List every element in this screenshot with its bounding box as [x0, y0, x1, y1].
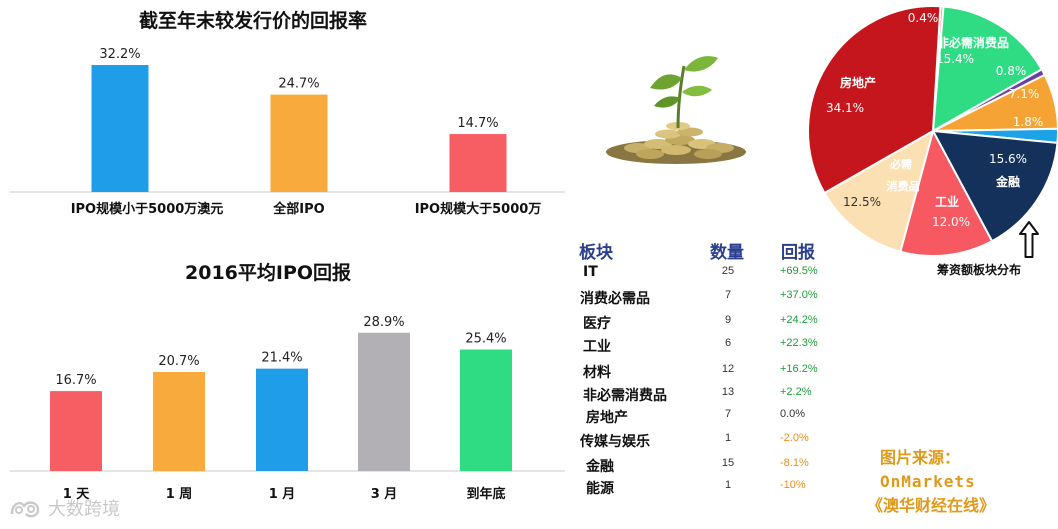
pie-slice-6 [931, 129, 1058, 243]
watermark-logo-icon [10, 501, 40, 518]
pie-slice-name-8-b: 消费品 [887, 179, 920, 193]
top-chart-category-label-2: 全部IPO [272, 201, 324, 217]
pie-slice-name-6: 金融 [995, 174, 1020, 189]
pie-slice-name-9: 房地产 [840, 75, 876, 90]
table-header-sector: 板块 [579, 243, 613, 263]
pie-slice-label-8: 12.5% [843, 195, 881, 209]
table-row-sector: 房地产 [586, 410, 628, 426]
pie-slice-label-4: 7.1% [1009, 87, 1040, 101]
top-chart-title: 截至年末较发行价的回报率 [139, 10, 368, 32]
table-row-return: +2.2% [780, 386, 812, 398]
top-chart-bar-3 [449, 134, 507, 192]
bottom-chart-category-label-2: 1 周 [166, 487, 193, 502]
bottom-chart-value-label-4: 28.9% [363, 315, 404, 330]
source-line-3: 《澳华财经在线》 [867, 496, 996, 515]
table-row-return: +24.2% [780, 314, 818, 326]
pie-slice-label-1: 0.4% [908, 11, 939, 25]
bottom-chart-bar-3 [256, 368, 308, 471]
table-row-sector: 工业 [583, 339, 611, 355]
table-row-return: -10% [780, 479, 806, 491]
pie-slice-label-6: 15.6% [989, 152, 1027, 166]
bottom-chart-category-label-1: 1 天 [63, 487, 91, 502]
table-header-count: 数量 [710, 243, 744, 263]
table-row-count: 6 [724, 337, 732, 349]
top-bar-chart: 32.2% IPO规模小于5000万澳元 24.7% 全部IPO 14.7% IPO规模大… [10, 47, 565, 217]
bottom-chart-value-label-2: 20.7% [158, 354, 199, 369]
top-chart-value-label-3: 14.7% [457, 116, 498, 131]
up-arrow-icon [1019, 221, 1039, 258]
bottom-chart-value-label-3: 21.4% [261, 351, 302, 366]
top-chart-category-label-1: IPO规模小于5000万澳元 [71, 201, 224, 217]
table-row-sector: 非必需消费品 [583, 388, 667, 404]
table-row-sector: 传媒与娱乐 [580, 434, 650, 450]
bottom-chart-bar-5 [460, 349, 512, 471]
bottom-chart-category-label-3: 1 月 [269, 487, 296, 502]
bottom-chart-category-label-5: 到年底 [466, 486, 505, 502]
source-line-2: OnMarkets [880, 472, 976, 491]
top-chart-value-label-2: 24.7% [278, 77, 319, 92]
pie-slice-label-7: 12.0% [932, 215, 970, 229]
pie-slice-name-8: 必需 [889, 157, 912, 171]
bottom-chart-title: 2016平均IPO回报 [185, 262, 352, 284]
bottom-chart-bar-2 [153, 371, 205, 471]
bottom-chart-value-label-5: 25.4% [465, 332, 506, 347]
table-row-return: 0.0% [780, 408, 806, 420]
pie-slice-2 [931, 5, 1044, 133]
pie-slice-9 [807, 5, 942, 195]
coin-pile [606, 122, 746, 164]
pie-slice-label-3: 0.8% [996, 64, 1027, 78]
table-row-return: -8.1% [780, 457, 809, 469]
table-row-return: -2.0% [780, 432, 809, 444]
pie-slice-name-7: 工业 [935, 194, 959, 209]
pie-slice-7 [899, 128, 994, 257]
table-row-sector: IT [583, 264, 598, 280]
pie-slice-label-2: 15.4% [936, 52, 974, 66]
table-row-return: +22.3% [780, 337, 818, 349]
pie-slice-8 [823, 128, 935, 253]
table-row-sector: 能源 [586, 481, 614, 497]
table-row-return: +69.5% [780, 265, 818, 277]
table-row-return: +16.2% [780, 363, 818, 375]
watermark: 大数跨境 [8, 495, 120, 521]
sprout [650, 56, 718, 129]
bottom-bar-chart: 16.7% 1 天 20.7% 1 周 21.4% 1 月 28.9% 3 月 25.4% 到年底 [10, 315, 565, 502]
bottom-chart-category-label-4: 3 月 [371, 487, 398, 502]
table-row-sector: 材料 [583, 365, 611, 381]
watermark-text: 大数跨境 [48, 499, 120, 520]
table-row-count: 25 [721, 265, 735, 277]
table-row-count: 7 [724, 289, 732, 301]
pie-slice-label-9: 34.1% [826, 101, 864, 115]
table-header-return: 回报 [781, 243, 815, 263]
table-row-count: 1 [724, 432, 732, 444]
pie-slice-label-5: 1.8% [1013, 115, 1044, 129]
pie-caption: 筹资额板块分布 [937, 263, 1022, 277]
top-chart-category-label-3: IPO规模大于5000万 [415, 201, 542, 217]
top-chart-bar-1 [91, 65, 149, 192]
source-line-1: 图片来源： [880, 448, 961, 467]
table-row-sector: 金融 [586, 459, 614, 475]
table-row-count: 9 [724, 314, 732, 326]
bottom-chart-bar-1 [50, 391, 102, 471]
table-row-count: 7 [724, 408, 732, 420]
plant-on-coins-icon [606, 56, 746, 164]
bottom-chart-value-label-1: 16.7% [55, 373, 96, 388]
top-chart-bar-2 [270, 94, 328, 192]
table-row-count: 13 [721, 386, 735, 398]
bottom-chart-bar-4 [358, 332, 410, 471]
table-row-count: 15 [721, 457, 735, 469]
table-row-count: 12 [721, 363, 735, 375]
top-chart-value-label-1: 32.2% [99, 47, 140, 62]
table-row-sector: 消费必需品 [580, 291, 650, 307]
pie-slice-name-2: 非必需消费品 [937, 35, 1009, 50]
table-row-return: +37.0% [780, 289, 818, 301]
table-row-sector: 医疗 [583, 316, 611, 332]
table-row-count: 1 [724, 479, 732, 491]
